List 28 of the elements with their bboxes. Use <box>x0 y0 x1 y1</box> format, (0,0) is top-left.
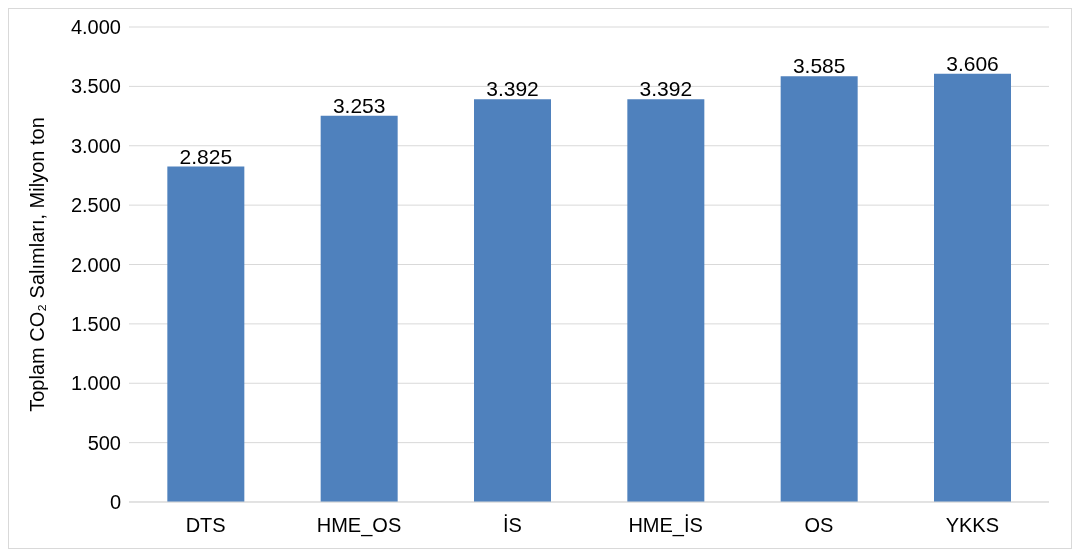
bar <box>320 115 398 502</box>
data-label: 3.392 <box>486 77 539 101</box>
bar <box>627 99 705 502</box>
bar <box>780 76 858 502</box>
y-tick-label: 4.000 <box>70 16 121 39</box>
y-tick-label: 3.000 <box>70 134 121 157</box>
y-tick-label: 0 <box>109 491 121 514</box>
bar <box>934 73 1011 502</box>
x-tick-label: YKKS <box>945 514 1000 537</box>
y-tick-label: 1.000 <box>70 372 121 395</box>
y-tick-label: 2.000 <box>70 253 121 276</box>
x-tick-label: DTS <box>185 514 226 537</box>
data-label: 2.825 <box>179 144 233 168</box>
x-tick-label: HME_İS <box>628 514 703 538</box>
data-label: 3.392 <box>639 77 693 101</box>
data-label: 3.606 <box>946 51 999 75</box>
bar <box>167 166 245 502</box>
y-tick-label: 3.500 <box>70 75 121 98</box>
y-axis-title: Toplam CO₂ Salımları, Milyon ton <box>26 117 49 412</box>
data-label: 3.253 <box>332 93 386 117</box>
x-tick-label: İS <box>502 514 522 537</box>
y-tick-label: 2.500 <box>70 194 121 217</box>
data-label: 3.585 <box>792 54 846 78</box>
x-tick-label: OS <box>804 514 834 537</box>
bar <box>474 99 551 502</box>
y-tick-label: 500 <box>87 431 121 454</box>
y-tick-label: 1.500 <box>70 312 121 335</box>
x-tick-label: HME_OS <box>316 514 402 538</box>
